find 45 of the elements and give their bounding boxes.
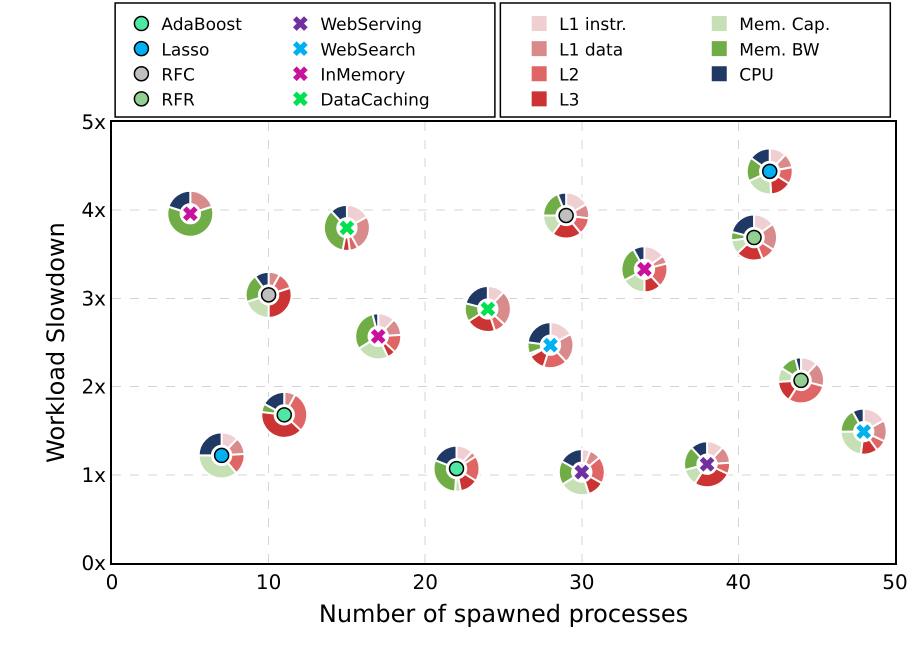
point	[762, 164, 778, 180]
legend-label: InMemory	[320, 65, 406, 86]
legend-label: CPU	[739, 65, 774, 86]
legend-label: Mem. BW	[739, 40, 820, 60]
legend-label: Lasso	[161, 40, 210, 60]
point	[746, 230, 762, 246]
point	[856, 424, 872, 439]
legend-label: L1 instr.	[559, 15, 627, 36]
point	[543, 338, 558, 353]
y-tick-label: 0x	[81, 551, 106, 575]
x-tick-label: 0	[106, 570, 118, 594]
point	[480, 302, 496, 316]
y-tick-label: 4x	[81, 198, 106, 222]
legend-label: WebSearch	[320, 40, 416, 60]
x-tick-label: 50	[882, 570, 908, 594]
x-axis-title: Number of spawned processes	[318, 600, 688, 628]
x-tick-label: 20	[412, 570, 438, 594]
legend-label: RFR	[161, 90, 195, 110]
x-tick-label: 10	[256, 570, 282, 594]
point	[448, 460, 464, 476]
legend-label: RFC	[161, 65, 195, 86]
point	[214, 448, 230, 464]
point	[574, 464, 590, 480]
y-axis-title: Workload Slowdown	[42, 222, 70, 463]
legend-label: AdaBoost	[161, 15, 242, 36]
y-tick-label: 3x	[81, 286, 106, 310]
point	[637, 262, 652, 277]
legend-label: WebServing	[320, 15, 422, 36]
point	[370, 328, 386, 344]
point	[276, 407, 292, 423]
y-tick-label: 2x	[81, 374, 106, 399]
x-tick-label: 40	[726, 570, 752, 594]
legend-label: Mem. Cap.	[739, 15, 830, 36]
point	[793, 372, 809, 388]
y-tick-label: 1x	[81, 462, 106, 487]
point	[340, 220, 354, 236]
x-tick-label: 30	[569, 570, 595, 594]
legend-label: L3	[559, 90, 580, 110]
point	[558, 208, 574, 224]
point	[260, 287, 276, 303]
point	[700, 456, 714, 472]
legend-label: L1 data	[559, 40, 624, 60]
y-tick-label: 5x	[81, 110, 106, 134]
legend-label: L2	[559, 65, 580, 86]
legend-label: DataCaching	[320, 90, 430, 110]
